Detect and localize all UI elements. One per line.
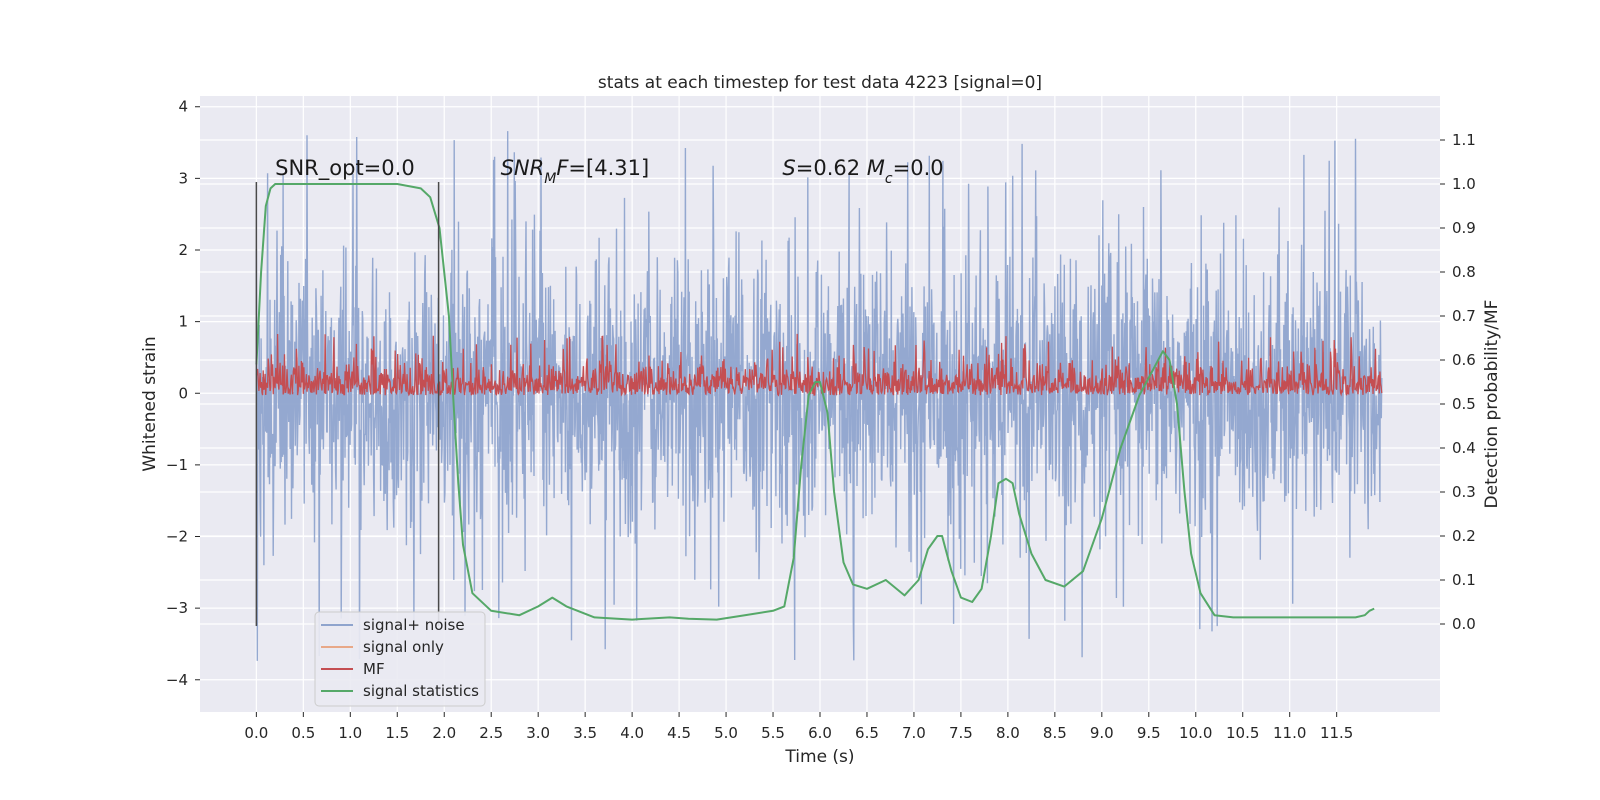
legend-label: MF (363, 660, 385, 678)
y-right-tick-label: 1.0 (1452, 175, 1476, 193)
x-tick-label: 3.0 (526, 724, 550, 742)
y-left-tick-label: 4 (178, 98, 188, 116)
x-tick-label: 4.0 (620, 724, 644, 742)
y-right-tick-label: 0.9 (1452, 219, 1476, 237)
series-signal-noise-line (255, 131, 1383, 661)
y-right-tick-label: 0.5 (1452, 395, 1476, 413)
x-tick-label: 8.5 (1043, 724, 1067, 742)
x-tick-label: 3.5 (573, 724, 597, 742)
x-tick-label: 11.5 (1320, 724, 1353, 742)
stat-annotation: S=0.62 Mc=0.0 (782, 156, 943, 187)
y-right-tick-label: 0.1 (1452, 571, 1476, 589)
stat-annotation: SNR_opt=0.0 (275, 156, 415, 181)
x-tick-label: 2.0 (432, 724, 456, 742)
x-tick-label: 2.5 (479, 724, 503, 742)
y-right-tick-label: 0.2 (1452, 527, 1476, 545)
y-left-tick-label: −4 (166, 671, 188, 689)
y-left-tick-label: 3 (178, 169, 188, 187)
y-axis-right-title: Detection probability/MF (1482, 300, 1502, 509)
y-right-tick-label: 0.7 (1452, 307, 1476, 325)
y-right-tick-label: 0.3 (1452, 483, 1476, 501)
x-tick-label: 8.0 (996, 724, 1020, 742)
x-tick-label: 1.0 (338, 724, 362, 742)
y-right-tick-label: 1.1 (1452, 131, 1476, 149)
y-axis-left-title: Whitened strain (140, 336, 160, 471)
legend-label: signal+ noise (363, 616, 465, 634)
legend-label: signal only (363, 638, 444, 656)
legend: signal+ noise signal only MF signal statist… (314, 611, 486, 707)
y-left-tick-label: −3 (166, 599, 188, 617)
series-layer (255, 131, 1383, 661)
legend-box (314, 611, 486, 707)
series-signal-statistics-line (255, 183, 1375, 621)
x-tick-label: 7.5 (949, 724, 973, 742)
chart-title: stats at each timestep for test data 422… (598, 73, 1042, 93)
x-tick-label: 10.5 (1226, 724, 1259, 742)
y-right-tick-label: 0.0 (1452, 615, 1476, 633)
y-right-tick-label: 0.6 (1452, 351, 1476, 369)
x-tick-label: 1.5 (385, 724, 409, 742)
x-tick-label: 4.5 (667, 724, 691, 742)
x-tick-label: 7.0 (902, 724, 926, 742)
y-left-tick-label: −2 (166, 528, 188, 546)
stat-annotation: SNRMF=[4.31] (501, 156, 650, 187)
y-left-tick-label: −1 (166, 456, 188, 474)
x-tick-label: 9.5 (1137, 724, 1161, 742)
marker-layer (255, 181, 440, 627)
x-axis-title: Time (s) (784, 747, 854, 767)
x-tick-label: 11.0 (1273, 724, 1306, 742)
y-left-tick-label: 0 (178, 384, 188, 402)
y-left-tick-label: 1 (178, 313, 188, 331)
x-tick-label: 5.0 (714, 724, 738, 742)
x-tick-label: 5.5 (761, 724, 785, 742)
x-tick-label: 10.0 (1179, 724, 1212, 742)
axis-layer: 0.0 0.5 1.0 1.5 2.0 2.5 3.0 3.5 4.0 4.5 5.0 5.5 6.0 6… (166, 98, 1476, 742)
x-tick-label: 0.5 (291, 724, 315, 742)
x-tick-label: 9.0 (1090, 724, 1114, 742)
y-right-tick-label: 0.8 (1452, 263, 1476, 281)
x-tick-label: 6.0 (808, 724, 832, 742)
x-tick-label: 0.0 (244, 724, 268, 742)
series-mf-line (255, 333, 1383, 397)
y-left-tick-label: 2 (178, 241, 188, 259)
x-tick-label: 6.5 (855, 724, 879, 742)
y-right-tick-label: 0.4 (1452, 439, 1476, 457)
annotation-layer: SNR_opt=0.0 SNRMF=[4.31] S=0.62 Mc=0.0 (275, 156, 943, 187)
legend-label: signal statistics (363, 682, 479, 700)
